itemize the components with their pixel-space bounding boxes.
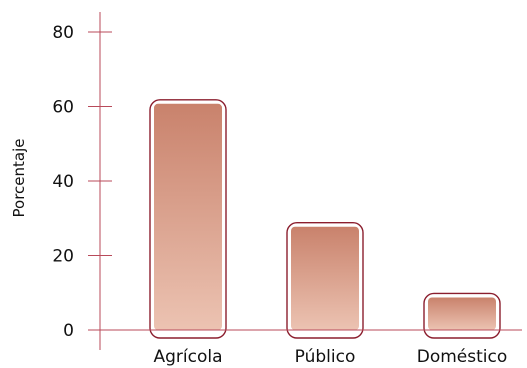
- y-tick-label: 80: [52, 23, 74, 43]
- x-category-label: Doméstico: [417, 347, 508, 367]
- bar: [428, 297, 496, 330]
- x-category-label: Público: [295, 347, 356, 367]
- bars: [149, 99, 501, 339]
- y-tick-label: 60: [52, 98, 74, 118]
- bar: [291, 226, 359, 330]
- x-labels: Agrícola Público Doméstico: [153, 347, 507, 367]
- bar: [154, 103, 222, 331]
- y-tick-label: 40: [52, 172, 74, 192]
- y-axis-title: Porcentaje: [10, 139, 28, 218]
- y-ticks: 0 20 40 60 80: [52, 23, 112, 341]
- y-tick-label: 20: [52, 247, 74, 267]
- y-tick-label: 0: [63, 321, 74, 341]
- x-category-label: Agrícola: [153, 347, 222, 367]
